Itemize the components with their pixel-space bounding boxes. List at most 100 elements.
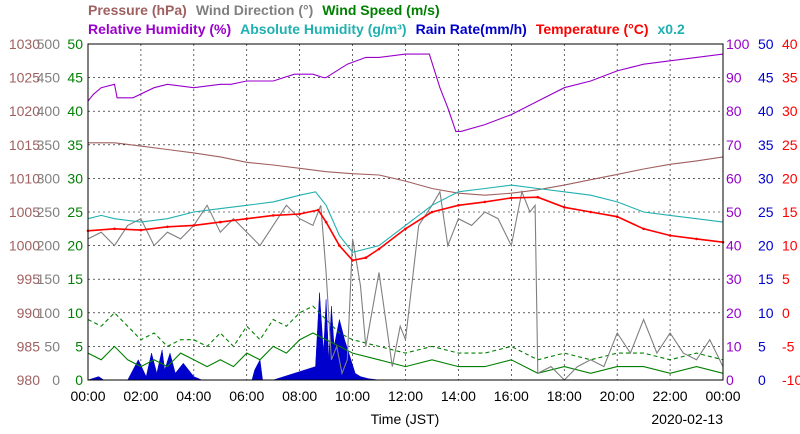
temperature-point: [219, 220, 222, 224]
series-wind_direction-line: [87, 189, 724, 381]
x-axis-title: Time (JST): [371, 411, 440, 427]
rain-tick-label: 50: [758, 36, 774, 52]
rain-tick-label: 45: [758, 70, 774, 86]
x-tick-label: 16:00: [494, 388, 529, 404]
legend-temperature: Temperature (°C): [536, 21, 649, 37]
pressure-tick-label: 1005: [9, 204, 40, 220]
series-abs_humidity-line: [87, 184, 724, 253]
wind_speed-tick-label: 25: [67, 204, 83, 220]
temperature-tick-label: 40: [782, 36, 798, 52]
wind_speed-tick-label: 5: [75, 338, 83, 354]
legend-abs_humidity: Absolute Humidity (g/m³): [240, 21, 406, 37]
humidity-tick-label: 100: [726, 36, 750, 52]
wind_speed-tick-label: 30: [67, 170, 83, 186]
series-temperature-line: [87, 196, 724, 262]
x-tick-label: 02:00: [123, 388, 158, 404]
pressure-tick-label: 990: [17, 305, 41, 321]
temperature-point: [589, 210, 592, 214]
chart-series: [86, 53, 725, 381]
legend-humidity: Relative Humidity (%): [88, 21, 231, 37]
wind_speed-tick-label: 0: [75, 372, 83, 388]
temperature-tick-label: 30: [782, 103, 798, 119]
x-tick-label: 20:00: [600, 388, 635, 404]
temperature-tick-label: 20: [782, 170, 798, 186]
legend-wind_direction: Wind Direction (°): [196, 2, 313, 18]
humidity-tick-label: 10: [726, 338, 742, 354]
legend-rain: Rain Rate(mm/h): [416, 21, 527, 37]
wind_speed-tick-label: 40: [67, 103, 83, 119]
series-humidity-line: [87, 53, 724, 132]
humidity-tick-label: 20: [726, 305, 742, 321]
temperature-point: [324, 220, 328, 224]
temperature-point: [364, 256, 368, 260]
temperature-tick-label: 0: [782, 305, 790, 321]
y-axes: 1030102510201015101010051000995990985980…: [9, 36, 800, 388]
x-tick-label: 04:00: [176, 388, 211, 404]
series-wind_speed-gust-line: [87, 305, 724, 361]
temperature-point: [695, 237, 698, 241]
temperature-point: [457, 204, 460, 207]
temperature-point: [615, 215, 619, 218]
rain-tick-label: 30: [758, 170, 774, 186]
x-tick-label: 12:00: [388, 388, 423, 404]
pressure-tick-label: 985: [17, 338, 41, 354]
wind_direction-tick-label: 100: [37, 305, 61, 321]
temperature-point: [139, 228, 143, 232]
wind_speed-tick-label: 45: [67, 70, 83, 86]
wind_direction-tick-label: 450: [37, 70, 61, 86]
wind_direction-tick-label: 300: [37, 170, 61, 186]
wind_speed-tick-label: 20: [67, 238, 83, 254]
temperature-point: [192, 224, 196, 227]
temperature-tick-label: -5: [782, 338, 795, 354]
wind_direction-tick-label: 200: [37, 238, 61, 254]
temperature-point: [642, 227, 645, 231]
pressure-tick-label: 1030: [9, 36, 40, 52]
temperature-point: [377, 247, 381, 251]
wind_direction-tick-label: 350: [37, 137, 61, 153]
wind_speed-tick-label: 35: [67, 137, 83, 153]
chart-grid: [88, 44, 723, 380]
temperature-point: [166, 225, 169, 229]
temperature-point: [536, 195, 540, 199]
humidity-tick-label: 30: [726, 271, 742, 287]
wind_direction-tick-label: 250: [37, 204, 61, 220]
x-axis: 00:00 02:00 04:00 06:00 08:00 10:00 12:00 14:00…: [70, 388, 740, 404]
pressure-tick-label: 995: [17, 271, 41, 287]
pressure-tick-label: 1010: [9, 170, 40, 186]
pressure-tick-label: 1020: [9, 103, 40, 119]
temperature-point: [338, 244, 341, 247]
x-tick-label: 14:00: [441, 388, 476, 404]
rain-tick-label: 40: [758, 103, 774, 119]
humidity-tick-label: 50: [726, 204, 742, 220]
plot-frame: [87, 43, 724, 381]
humidity-tick-label: 90: [726, 70, 742, 86]
temperature-point: [245, 217, 249, 220]
humidity-tick-label: 60: [726, 170, 742, 186]
humidity-tick-label: 80: [726, 103, 742, 119]
series-pressure-line: [88, 142, 724, 196]
temperature-tick-label: -10: [782, 372, 800, 388]
date-label: 2020-02-13: [651, 411, 723, 427]
x-tick-label: 10:00: [335, 388, 370, 404]
temperature-point: [430, 210, 434, 214]
x-tick-label: 00:00: [70, 388, 105, 404]
wind_speed-tick-label: 10: [67, 305, 83, 321]
humidity-tick-label: 40: [726, 238, 742, 254]
wind_speed-tick-label: 50: [67, 36, 83, 52]
temperature-point: [316, 208, 320, 212]
legend-abs_humidity: x0.2: [658, 21, 685, 37]
legend-pressure: Pressure (hPa): [88, 2, 187, 18]
x-tick-label: 22:00: [653, 388, 688, 404]
temperature-point: [298, 212, 302, 216]
wind_speed-tick-label: 15: [67, 271, 83, 287]
rain-tick-label: 20: [758, 238, 774, 254]
x-tick-label: 00:00: [705, 388, 740, 404]
x-tick-label: 08:00: [282, 388, 317, 404]
temperature-point: [113, 227, 116, 231]
x-tick-label: 18:00: [547, 388, 582, 404]
pressure-tick-label: 980: [17, 372, 41, 388]
rain-tick-label: 15: [758, 271, 774, 287]
pressure-tick-label: 1015: [9, 137, 40, 153]
humidity-tick-label: 0: [726, 372, 734, 388]
